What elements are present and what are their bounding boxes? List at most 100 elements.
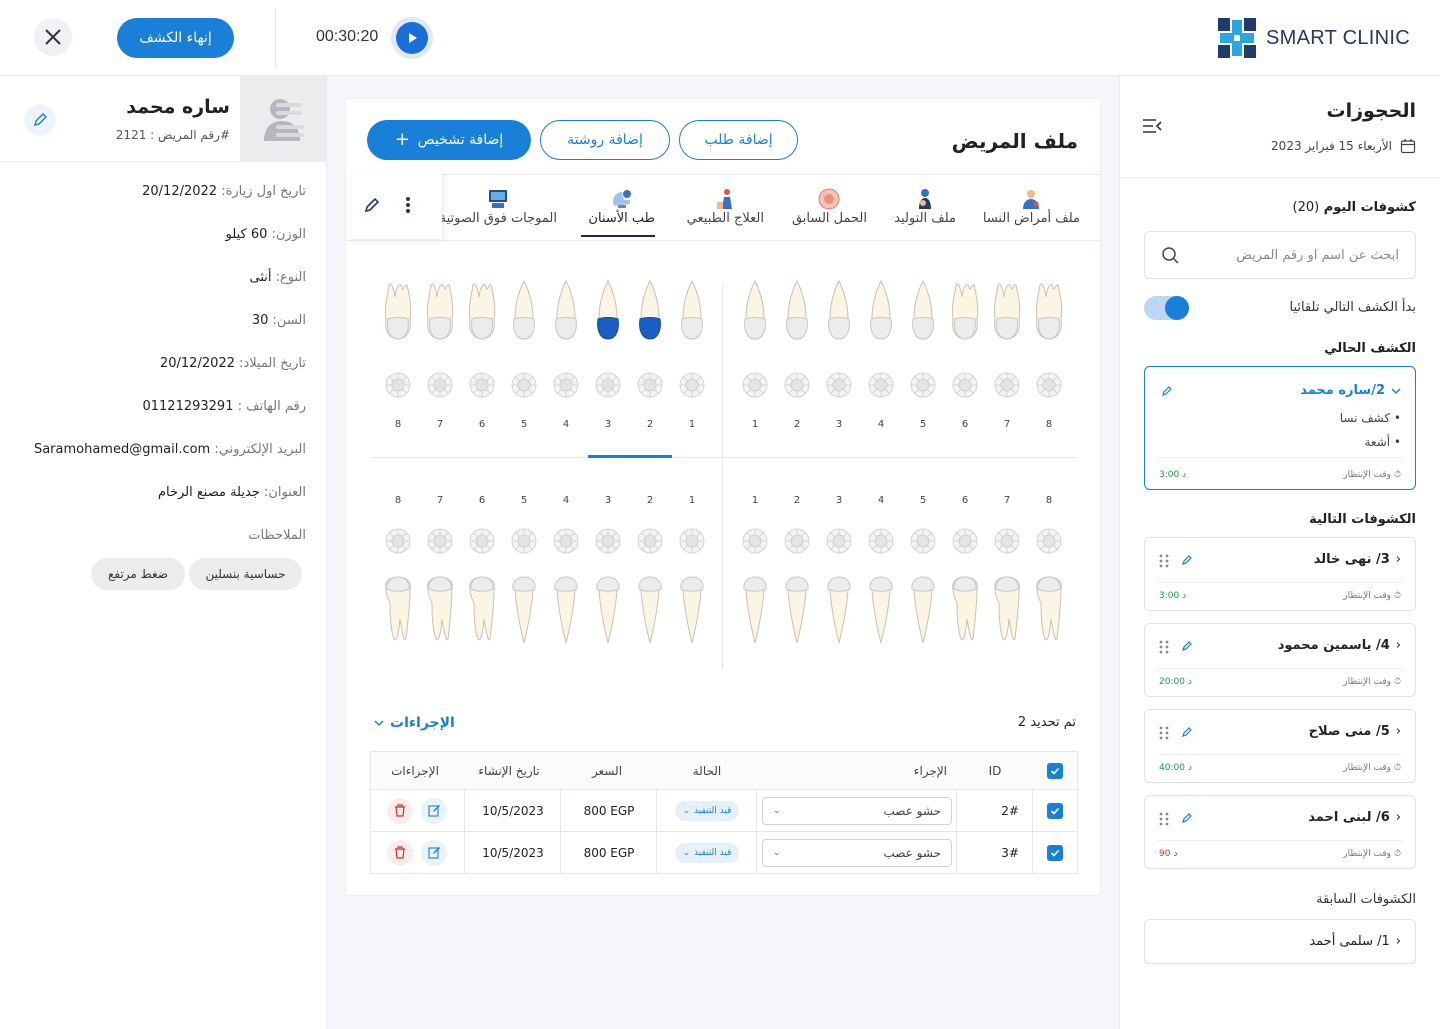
- queue-card[interactable]: ‹ 5/ منى صلاح وقت الإنتظار ⏱ 40:00 د: [1144, 709, 1416, 783]
- tooth-surface-icon[interactable]: [909, 527, 937, 555]
- row-checkbox[interactable]: [1033, 832, 1077, 873]
- lower-tooth[interactable]: [780, 573, 814, 645]
- upper-tooth[interactable]: [948, 279, 982, 351]
- lower-tooth[interactable]: [1032, 573, 1066, 645]
- add-diagnosis-button[interactable]: + إضافة تشخيص: [367, 120, 531, 160]
- tooth-surface-icon[interactable]: [783, 527, 811, 555]
- tooth-surface-icon[interactable]: [510, 527, 538, 555]
- tooth-surface-icon[interactable]: [867, 527, 895, 555]
- tooth-surface-icon[interactable]: [741, 527, 769, 555]
- close-button[interactable]: [34, 18, 72, 56]
- play-button[interactable]: [391, 17, 433, 59]
- add-prescription-button[interactable]: إضافة روشتة: [540, 120, 670, 160]
- upper-tooth[interactable]: [465, 279, 499, 351]
- tooth-surface-icon[interactable]: [594, 527, 622, 555]
- auto-next-toggle[interactable]: [1144, 296, 1189, 320]
- search-input[interactable]: ابحث عن اسم او رقم المريض: [1144, 231, 1416, 279]
- upper-tooth[interactable]: [990, 279, 1024, 351]
- upper-tooth[interactable]: [381, 279, 415, 351]
- tooth-surface-icon[interactable]: [384, 371, 412, 399]
- tooth-surface-icon[interactable]: [867, 371, 895, 399]
- procedure-select[interactable]: ⌄ حشو عصب: [757, 832, 957, 873]
- upper-tooth[interactable]: [507, 279, 541, 351]
- drag-handle-icon[interactable]: [1159, 640, 1169, 654]
- tooth-surface-icon[interactable]: [1035, 371, 1063, 399]
- upper-tooth[interactable]: [591, 279, 625, 351]
- queue-card[interactable]: ‹ 6/ لبنى احمد وقت الإنتظار ⏱ 90 د: [1144, 795, 1416, 869]
- lower-tooth[interactable]: [507, 573, 541, 645]
- tooth-surface-icon[interactable]: [783, 371, 811, 399]
- select-all-checkbox[interactable]: [1033, 752, 1077, 789]
- lower-tooth[interactable]: [423, 573, 457, 645]
- tooth-surface-icon[interactable]: [1035, 527, 1063, 555]
- edit-button[interactable]: [421, 839, 447, 866]
- lower-tooth[interactable]: [990, 573, 1024, 645]
- tooth-surface-icon[interactable]: [993, 371, 1021, 399]
- tab-physiotherapy[interactable]: العلاج الطبيعي: [687, 187, 764, 226]
- lower-tooth[interactable]: [864, 573, 898, 645]
- tooth-surface-icon[interactable]: [426, 527, 454, 555]
- tooth-surface-icon[interactable]: [951, 371, 979, 399]
- tab-gynecology[interactable]: ملف أمراض النسا: [983, 187, 1080, 226]
- delete-button[interactable]: [387, 797, 413, 824]
- pencil-icon[interactable]: [1161, 385, 1173, 397]
- edit-button[interactable]: [421, 797, 447, 824]
- current-exam-card[interactable]: 2/ساره محمد • كشف نسا • أشعة وقت الإنتظا…: [1144, 366, 1416, 490]
- end-exam-button[interactable]: إنهاء الكشف: [117, 18, 234, 58]
- upper-tooth[interactable]: [633, 279, 667, 351]
- lower-tooth[interactable]: [591, 573, 625, 645]
- tooth-surface-icon[interactable]: [741, 371, 769, 399]
- lower-tooth[interactable]: [465, 573, 499, 645]
- tooth-surface-icon[interactable]: [426, 371, 454, 399]
- lower-tooth[interactable]: [549, 573, 583, 645]
- pencil-icon[interactable]: [1181, 554, 1193, 566]
- tooth-surface-icon[interactable]: [825, 371, 853, 399]
- drag-handle-icon[interactable]: [1159, 554, 1169, 568]
- edit-patient-button[interactable]: [24, 104, 56, 136]
- upper-tooth[interactable]: [423, 279, 457, 351]
- pencil-icon[interactable]: [1181, 812, 1193, 824]
- tooth-surface-icon[interactable]: [909, 371, 937, 399]
- more-vertical-icon[interactable]: [404, 195, 412, 215]
- tab-previous-pregnancy[interactable]: الحمل السابق: [792, 187, 867, 226]
- tooth-surface-icon[interactable]: [552, 371, 580, 399]
- previous-exam-card[interactable]: ‹ 1/ سلمى أحمد: [1144, 919, 1416, 964]
- tooth-surface-icon[interactable]: [636, 527, 664, 555]
- tooth-surface-icon[interactable]: [594, 371, 622, 399]
- lower-tooth[interactable]: [633, 573, 667, 645]
- upper-tooth[interactable]: [780, 279, 814, 351]
- tooth-surface-icon[interactable]: [468, 527, 496, 555]
- add-request-button[interactable]: إضافة طلب: [679, 120, 798, 160]
- tab-obstetrics[interactable]: ملف التوليد: [894, 187, 956, 226]
- tab-dentistry[interactable]: طب الأسنان: [588, 187, 655, 226]
- pencil-icon[interactable]: [1181, 726, 1193, 738]
- tooth-surface-icon[interactable]: [993, 527, 1021, 555]
- lower-tooth[interactable]: [906, 573, 940, 645]
- status-badge[interactable]: ⌄ قيد التنفيذ: [657, 790, 757, 831]
- collapse-menu-icon[interactable]: [1142, 118, 1162, 134]
- row-checkbox[interactable]: [1033, 790, 1077, 831]
- drag-handle-icon[interactable]: [1159, 726, 1169, 740]
- tooth-surface-icon[interactable]: [468, 371, 496, 399]
- lower-tooth[interactable]: [948, 573, 982, 645]
- procedure-select[interactable]: ⌄ حشو عصب: [757, 790, 957, 831]
- upper-tooth[interactable]: [822, 279, 856, 351]
- pencil-icon[interactable]: [362, 195, 382, 215]
- tooth-surface-icon[interactable]: [678, 527, 706, 555]
- tooth-surface-icon[interactable]: [384, 527, 412, 555]
- queue-card[interactable]: ‹ 4/ ياسمين محمود وقت الإنتظار ⏱ 20:00 د: [1144, 623, 1416, 697]
- upper-tooth[interactable]: [738, 279, 772, 351]
- tooth-surface-icon[interactable]: [678, 371, 706, 399]
- upper-tooth[interactable]: [1032, 279, 1066, 351]
- lower-tooth[interactable]: [675, 573, 709, 645]
- drag-handle-icon[interactable]: [1159, 812, 1169, 826]
- lower-tooth[interactable]: [381, 573, 415, 645]
- status-badge[interactable]: ⌄ قيد التنفيذ: [657, 832, 757, 873]
- delete-button[interactable]: [387, 839, 413, 866]
- lower-tooth[interactable]: [738, 573, 772, 645]
- upper-tooth[interactable]: [906, 279, 940, 351]
- tab-ultrasound[interactable]: الموجات فوق الصوتية: [440, 187, 557, 226]
- tooth-surface-icon[interactable]: [825, 527, 853, 555]
- procedures-toggle[interactable]: الإجراءات: [374, 715, 455, 731]
- tooth-surface-icon[interactable]: [636, 371, 664, 399]
